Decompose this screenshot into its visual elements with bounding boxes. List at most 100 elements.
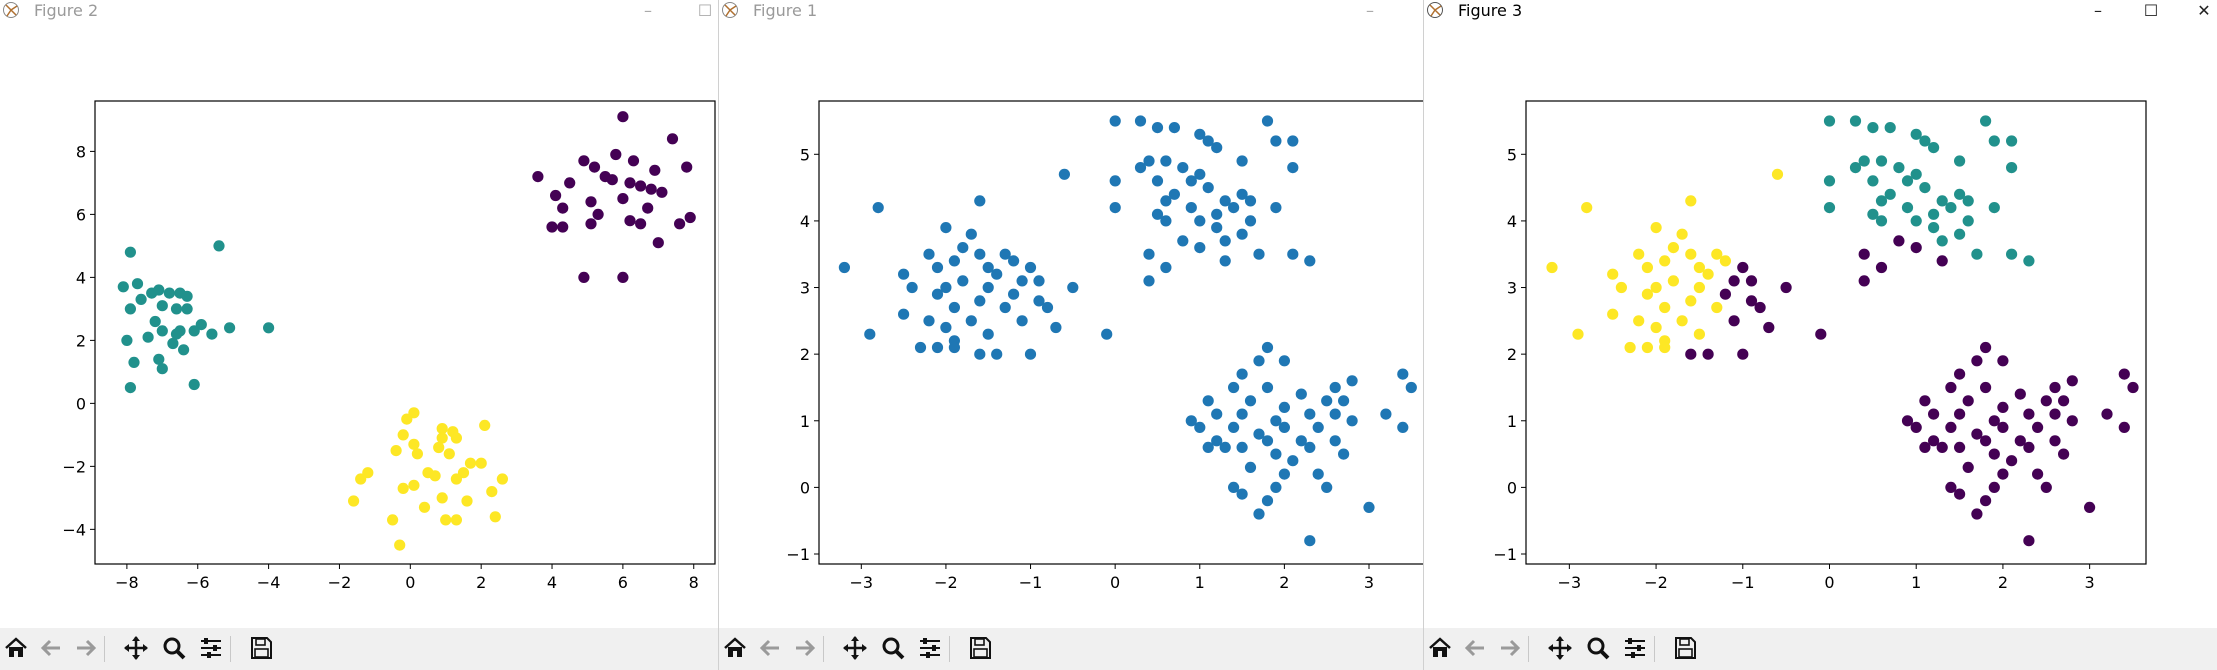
- scatter-point: [2101, 408, 2113, 420]
- back-arrow-button[interactable]: [756, 636, 784, 664]
- scatter-point: [606, 174, 618, 186]
- scatter-point: [1338, 395, 1350, 407]
- y-tick-label: 0: [76, 394, 86, 413]
- title-bar[interactable]: Figure 3 – ☐ ✕: [1424, 0, 2217, 20]
- scatter-point: [1304, 535, 1316, 547]
- figure-1-window[interactable]: Figure 1 – −3 −2 −1 0 1 2 3 −1 0 1 2 3 4 5: [718, 0, 1424, 670]
- scatter-point: [635, 180, 647, 192]
- x-tick-label: −8: [115, 573, 139, 592]
- figure-2-window[interactable]: Figure 2 – ☐ −8 −6 −4 −2 0 2 4 6 8 −4 −2 0 2 4 6 8: [0, 0, 718, 670]
- scatter-point: [1202, 441, 1214, 453]
- back-arrow-button[interactable]: [37, 636, 65, 664]
- scatter-point: [1261, 115, 1274, 127]
- back-arrow-button[interactable]: [1461, 636, 1489, 664]
- save-floppy-icon: [1672, 635, 1698, 665]
- scatter-point: [1050, 321, 1062, 334]
- zoom-magnifier-button[interactable]: [1584, 636, 1612, 664]
- forward-arrow-button[interactable]: [791, 636, 819, 664]
- scatter-point: [1919, 441, 1931, 453]
- scatter-point: [2118, 368, 2130, 380]
- minimize-button[interactable]: –: [2094, 0, 2102, 20]
- pan-move-button[interactable]: [841, 636, 869, 664]
- scatter-point: [1624, 341, 1636, 354]
- scatter-point: [188, 378, 200, 391]
- scatter-point: [1134, 115, 1147, 127]
- save-floppy-button[interactable]: [966, 636, 994, 664]
- y-tick-label: 3: [1507, 279, 1517, 298]
- scatter-point: [348, 495, 360, 507]
- figure-3-window[interactable]: Figure 3 – ☐ ✕ −3 −2 −1 0 1 2 3 −1 0 1 2 3 4 5: [1423, 0, 2217, 670]
- plot-canvas[interactable]: −3 −2 −1 0 1 2 3 −1 0 1 2 3 4 5: [719, 20, 1424, 628]
- x-tick-label: 1: [1195, 573, 1205, 592]
- home-icon: [722, 635, 748, 665]
- scatter-point: [1278, 355, 1290, 367]
- home-button[interactable]: [1426, 636, 1454, 664]
- scatter-point: [1928, 142, 1940, 154]
- forward-arrow-button[interactable]: [72, 636, 100, 664]
- forward-arrow-button[interactable]: [1496, 636, 1524, 664]
- configure-subplots-button[interactable]: [1621, 636, 1649, 664]
- scatter-point: [1858, 275, 1870, 287]
- scatter-point: [1194, 215, 1206, 227]
- scatter-point: [1962, 395, 1974, 407]
- scatter-point: [674, 218, 686, 230]
- scatter-point: [263, 322, 275, 334]
- scatter-point: [1607, 268, 1619, 280]
- scatter-point: [1244, 395, 1257, 407]
- scatter-point: [355, 473, 367, 485]
- configure-subplots-button[interactable]: [197, 636, 225, 664]
- scatter-point: [1168, 122, 1180, 134]
- scatter-point: [588, 161, 601, 173]
- scatter-point: [1849, 115, 1862, 127]
- scatter-point: [965, 315, 977, 327]
- scatter-point: [1858, 248, 1870, 260]
- scatter-point: [948, 255, 960, 267]
- save-floppy-button[interactable]: [1671, 636, 1699, 664]
- scatter-point: [1177, 162, 1189, 174]
- x-tick-label: −2: [934, 573, 958, 592]
- minimize-button[interactable]: –: [644, 0, 652, 20]
- home-button[interactable]: [721, 636, 749, 664]
- title-bar[interactable]: Figure 2 – ☐: [0, 0, 718, 20]
- scatter-point: [1236, 188, 1248, 200]
- maximize-button[interactable]: ☐: [2143, 0, 2159, 20]
- scatter-point: [1033, 275, 1045, 287]
- scatter-point: [2023, 535, 2035, 547]
- scatter-point: [1763, 321, 1775, 334]
- scatter-point: [1737, 261, 1749, 274]
- title-bar[interactable]: Figure 1 –: [719, 0, 1424, 20]
- home-button[interactable]: [2, 636, 30, 664]
- scatter-point: [864, 328, 876, 340]
- plot-canvas[interactable]: −8 −6 −4 −2 0 2 4 6 8 −4 −2 0 2 4 6 8: [0, 20, 718, 628]
- minimize-button[interactable]: –: [1366, 0, 1374, 20]
- plot-canvas[interactable]: −3 −2 −1 0 1 2 3 −1 0 1 2 3 4 5: [1424, 20, 2217, 628]
- zoom-magnifier-button[interactable]: [160, 636, 188, 664]
- scatter-point: [627, 155, 640, 167]
- maximize-button[interactable]: ☐: [697, 0, 713, 20]
- scatter-point: [1270, 415, 1282, 427]
- scatter-point: [974, 195, 986, 207]
- zoom-magnifier-button[interactable]: [879, 636, 907, 664]
- matplotlib-app-icon: [3, 2, 19, 18]
- save-floppy-button[interactable]: [247, 636, 275, 664]
- configure-subplots-button[interactable]: [916, 636, 944, 664]
- y-tick-label: 4: [1507, 212, 1517, 231]
- pan-move-button[interactable]: [122, 636, 150, 664]
- scatter-point: [1253, 508, 1265, 520]
- y-tick-label: −4: [62, 520, 86, 539]
- scatter-point: [1236, 441, 1248, 453]
- scatter-point: [1194, 242, 1206, 254]
- scatter-point: [1219, 441, 1231, 453]
- scatter-point: [181, 303, 193, 315]
- scatter-point: [940, 281, 952, 294]
- y-tick-label: 5: [1507, 145, 1517, 164]
- scatter-point: [1194, 421, 1206, 433]
- scatter-point: [1024, 348, 1037, 360]
- close-button[interactable]: ✕: [2197, 0, 2211, 20]
- scatter-point: [991, 348, 1003, 360]
- matplotlib-app-icon: [722, 2, 738, 18]
- scatter-point: [1581, 202, 1593, 214]
- scatter-point: [2023, 441, 2035, 453]
- pan-move-button[interactable]: [1546, 636, 1574, 664]
- scatter-point: [1954, 155, 1966, 167]
